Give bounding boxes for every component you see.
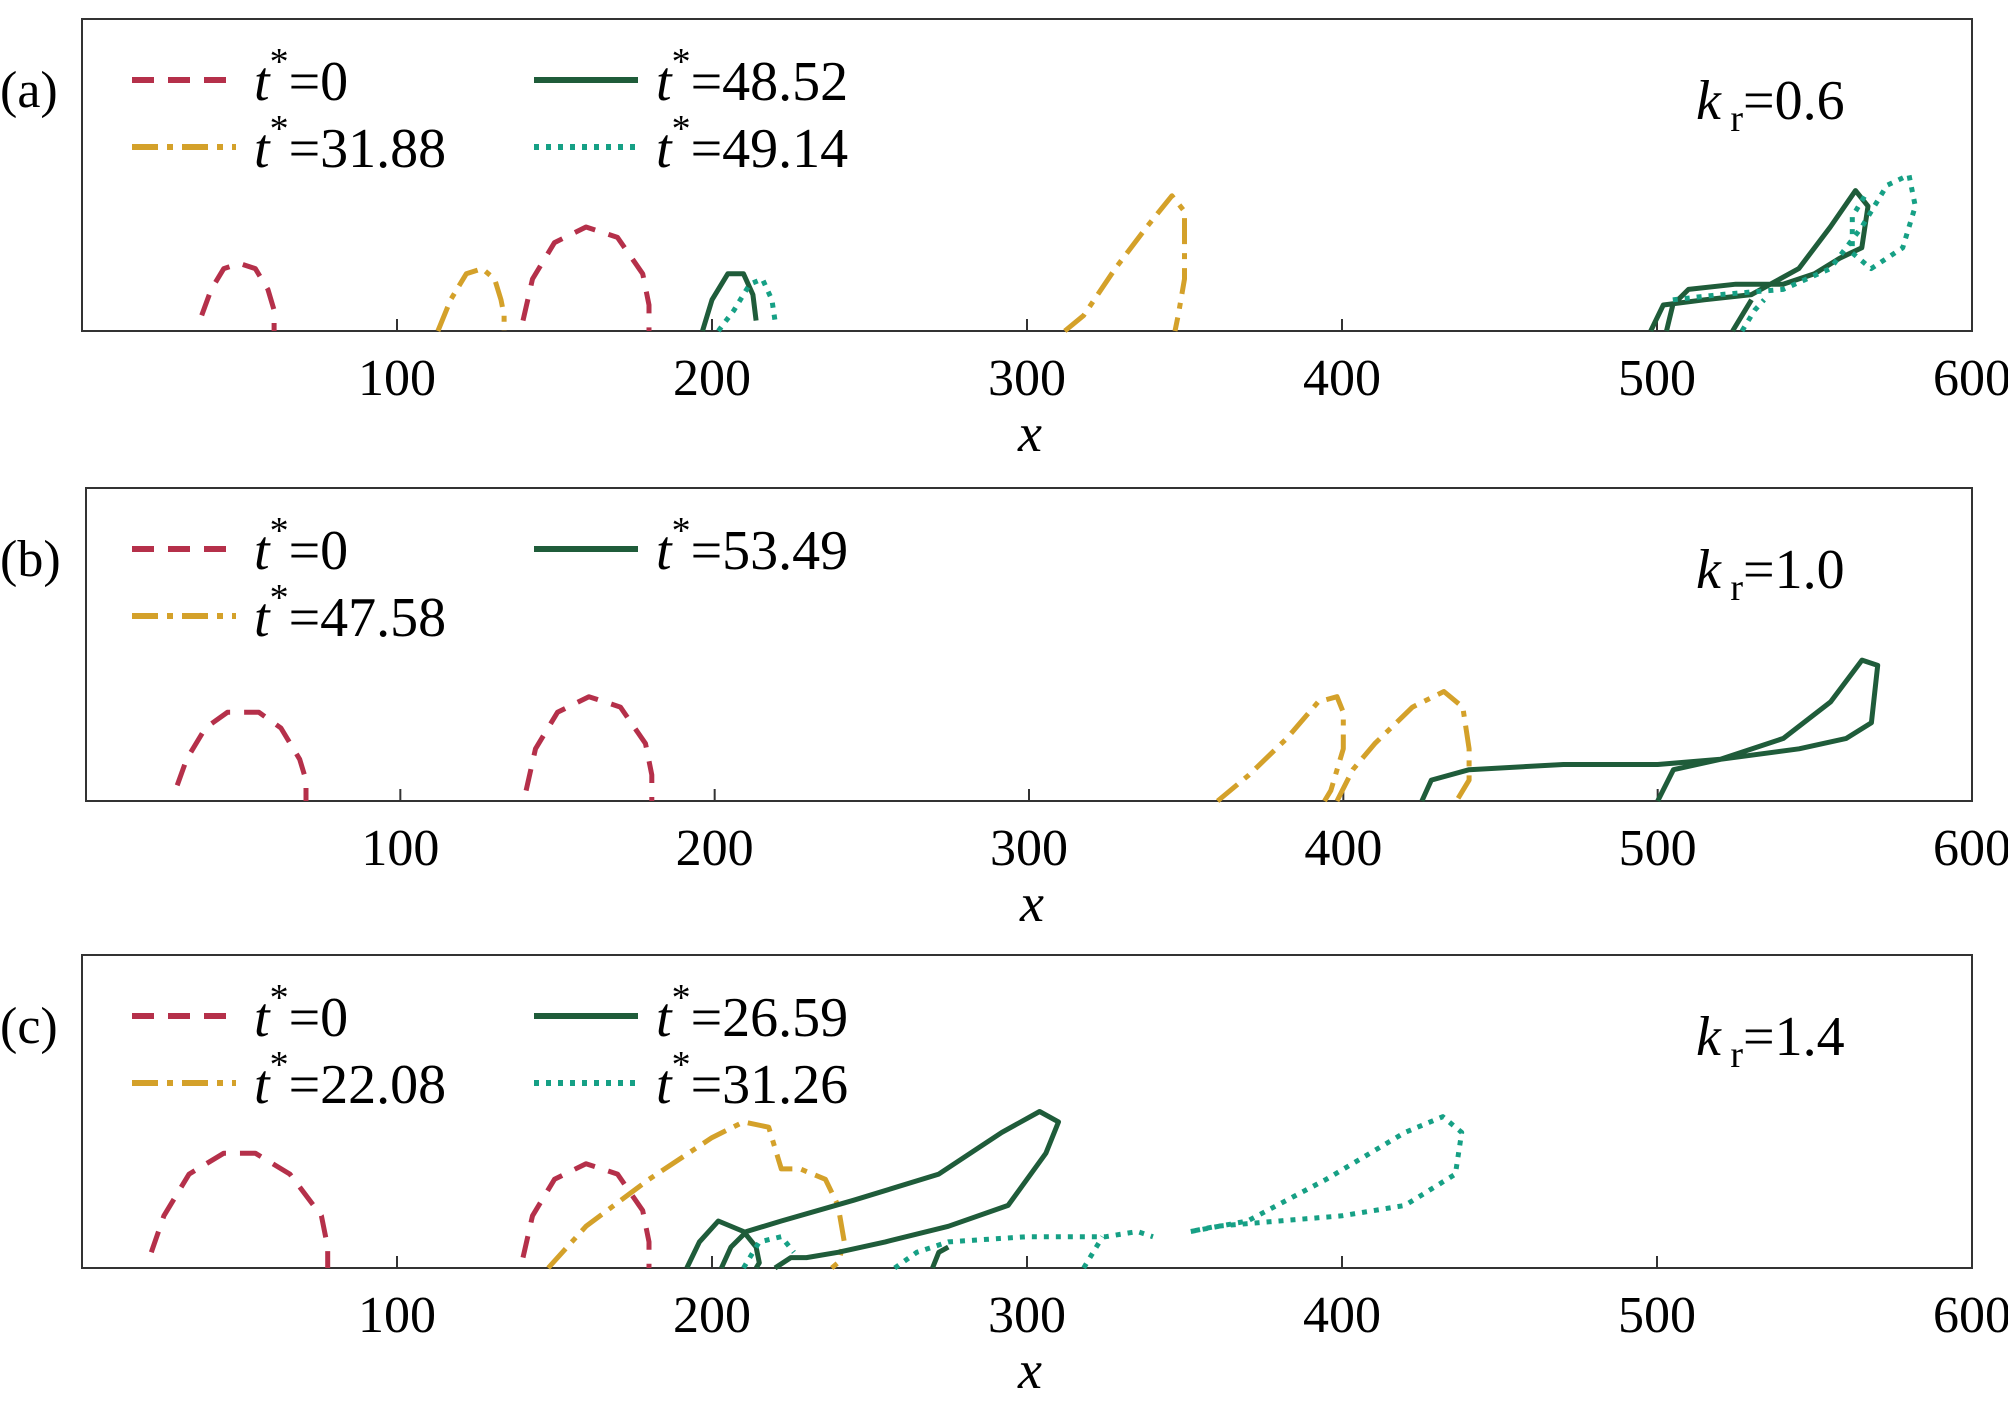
x-tick-label: 500 xyxy=(1619,820,1697,877)
x-tick-label: 300 xyxy=(990,820,1068,877)
x-axis-label: x xyxy=(1017,403,1042,463)
series-curve-3 xyxy=(684,1109,1061,1271)
legend-label: t*=53.49 xyxy=(656,510,848,582)
series-curve-1 xyxy=(174,694,655,801)
panel-2: 100 200 300 400 500 600 x (b) k r=1.0 t*=0t*=47.5… xyxy=(0,487,2008,933)
panel-label: (a) xyxy=(0,62,58,119)
x-tick-label: 100 xyxy=(358,350,436,407)
legend-label: t*=31.26 xyxy=(656,1044,848,1116)
legend-item: t*=0 xyxy=(132,510,348,582)
x-tick-label: 400 xyxy=(1304,820,1382,877)
x-tick-label: 100 xyxy=(358,1287,436,1344)
series-curve-2 xyxy=(1216,689,1472,804)
x-tick-label: 200 xyxy=(673,1287,751,1344)
kr-annotation: k r=1.4 xyxy=(1696,1006,1845,1076)
x-tick-label: 300 xyxy=(988,350,1066,407)
x-tick-label: 400 xyxy=(1303,1287,1381,1344)
kr-annotation: k r=1.0 xyxy=(1696,539,1845,609)
legend-item: t*=26.59 xyxy=(534,977,848,1049)
legend-item: t*=47.58 xyxy=(132,577,446,649)
x-tick-label: 300 xyxy=(988,1287,1066,1344)
legend-label: t*=47.58 xyxy=(254,577,446,649)
legend-item: t*=49.14 xyxy=(534,108,848,180)
series-curve-1 xyxy=(148,1150,652,1268)
legend-label: t*=31.88 xyxy=(254,108,446,180)
series-curve-4 xyxy=(716,172,1918,333)
x-tick-label: 200 xyxy=(676,820,754,877)
legend-item: t*=31.88 xyxy=(132,108,446,180)
panel-1: 100 200 300 400 500 600 x (a) k r=0.6 t*=0t*=31.8… xyxy=(0,18,2008,463)
x-axis-label: x xyxy=(1019,873,1044,933)
series-curve-3 xyxy=(1419,657,1881,803)
legend-label: t*=0 xyxy=(254,510,348,582)
x-tick-label: 600 xyxy=(1933,1287,2008,1344)
legend-label: t*=49.14 xyxy=(656,108,848,180)
legend-label: t*=22.08 xyxy=(254,1044,446,1116)
series-curve-2 xyxy=(435,193,1187,333)
panel-label: (b) xyxy=(0,531,61,588)
x-tick-label: 200 xyxy=(673,350,751,407)
legend-label: t*=48.52 xyxy=(656,41,848,113)
x-tick-label: 100 xyxy=(361,820,439,877)
x-tick-label: 500 xyxy=(1618,1287,1696,1344)
x-axis-label: x xyxy=(1017,1340,1042,1400)
x-tick-label: 400 xyxy=(1303,350,1381,407)
legend-label: t*=0 xyxy=(254,977,348,1049)
panel-label: (c) xyxy=(0,998,58,1055)
series-curve-2 xyxy=(546,1119,847,1270)
legend-label: t*=0 xyxy=(254,41,348,113)
legend-item: t*=0 xyxy=(132,41,348,113)
series-curve-4 xyxy=(741,1114,1465,1271)
x-tick-label: 600 xyxy=(1933,820,2008,877)
series-curve-1 xyxy=(199,224,652,331)
kr-annotation: k r=0.6 xyxy=(1696,70,1845,140)
x-tick-label: 500 xyxy=(1618,350,1696,407)
legend-label: t*=26.59 xyxy=(656,977,848,1049)
series-curve-3 xyxy=(700,188,1871,333)
legend-item: t*=53.49 xyxy=(534,510,848,582)
x-tick-label: 600 xyxy=(1933,350,2008,407)
legend-item: t*=48.52 xyxy=(534,41,848,113)
panel-3: 100 200 300 400 500 600 x (c) k r=1.4 t*=0t*=22.0… xyxy=(0,954,2008,1400)
legend-item: t*=0 xyxy=(132,977,348,1049)
legend-item: t*=22.08 xyxy=(132,1044,446,1116)
legend-item: t*=31.26 xyxy=(534,1044,848,1116)
